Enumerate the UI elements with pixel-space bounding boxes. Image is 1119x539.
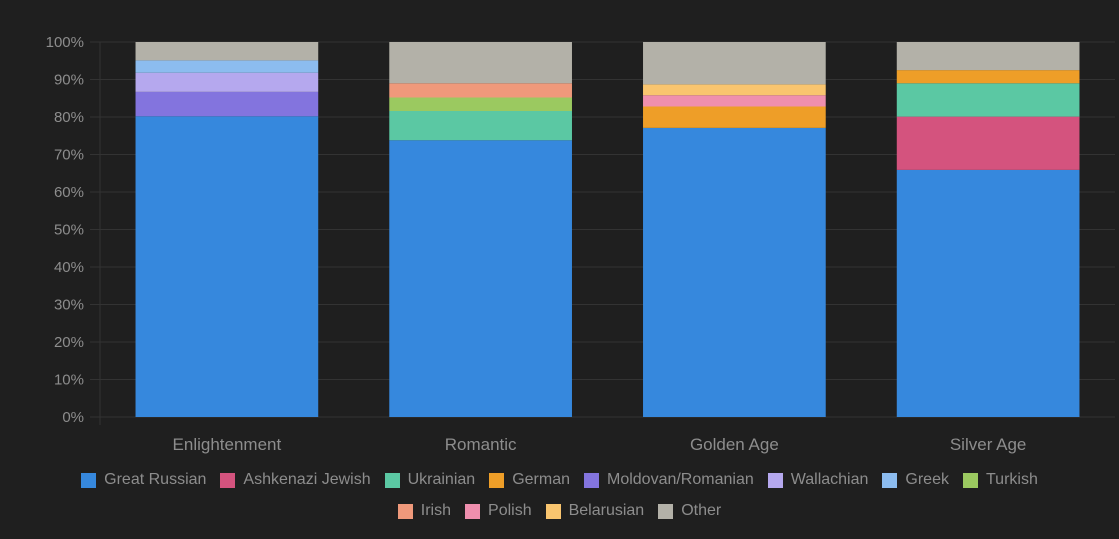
legend-label: Greek: [905, 471, 949, 488]
bar-segment: [643, 84, 826, 96]
legend-item[interactable]: Wallachian: [767, 469, 869, 491]
y-tick-label: 40%: [54, 259, 84, 276]
legend-label: Other: [681, 502, 722, 519]
legend-swatch: [962, 472, 978, 488]
legend-swatch: [767, 472, 783, 488]
x-tick-label: Romantic: [445, 435, 517, 454]
y-tick-label: 50%: [54, 222, 84, 239]
legend-label: Ukrainian: [407, 471, 476, 488]
legend-swatch: [583, 472, 599, 488]
legend-label: Irish: [420, 502, 452, 519]
y-tick-label: 0%: [62, 409, 84, 426]
bar-segment: [896, 169, 1080, 417]
legend-item[interactable]: Greek: [882, 469, 949, 491]
y-tick-label: 20%: [54, 334, 84, 351]
bar-segment: [896, 83, 1080, 117]
x-tick-label: Silver Age: [950, 435, 1027, 454]
legend-swatch: [658, 503, 674, 519]
legend-label: Belarusian: [568, 502, 645, 519]
bar-segment: [896, 70, 1080, 84]
legend-item[interactable]: Polish: [465, 500, 532, 522]
legend-item[interactable]: German: [489, 469, 570, 491]
legend-swatch: [220, 472, 236, 488]
legend-swatch: [545, 503, 561, 519]
legend-item[interactable]: Ukrainian: [384, 469, 476, 491]
bar-segment: [389, 111, 572, 141]
bar-segment: [389, 42, 572, 84]
legend-label: Turkish: [985, 471, 1038, 488]
legend-swatch: [465, 503, 481, 519]
y-tick-label: 60%: [54, 184, 84, 201]
legend-swatch: [397, 503, 413, 519]
bar-segment: [643, 42, 826, 85]
legend-item[interactable]: Other: [658, 500, 721, 522]
chart-plot: 0% 10% 20% 30% 40% 50% 60% 70% 80% 90% 100% Enlight…: [46, 34, 1115, 454]
x-tick-label: Enlightenment: [173, 435, 282, 454]
legend-item[interactable]: Great Russian: [81, 469, 206, 491]
legend-label: Polish: [488, 502, 532, 519]
y-tick-label: 30%: [54, 297, 84, 314]
legend-label: German: [512, 471, 570, 488]
bar-segment: [643, 106, 826, 128]
y-tick-label: 100%: [46, 34, 84, 51]
legend-label: Wallachian: [790, 471, 869, 488]
bar-segment: [135, 42, 319, 61]
y-tick-label: 80%: [54, 109, 84, 126]
y-tick-label: 90%: [54, 72, 84, 89]
legend-label: Ashkenazi Jewish: [243, 471, 371, 488]
legend-item[interactable]: Belarusian: [545, 500, 645, 522]
legend-label: Moldovan/Romanian: [606, 471, 754, 488]
bar-segment: [135, 72, 319, 92]
legend-swatch: [882, 472, 898, 488]
bar-segment: [135, 116, 319, 417]
bar-segment: [135, 91, 319, 117]
bar-segment: [389, 83, 572, 98]
legend-swatch: [81, 472, 97, 488]
y-tick-label: 10%: [54, 372, 84, 389]
legend-item[interactable]: Ashkenazi Jewish: [220, 469, 371, 491]
bar-segment: [643, 95, 826, 107]
bar-segment: [135, 60, 319, 73]
legend-swatch: [384, 472, 400, 488]
x-tick-label: Golden Age: [690, 435, 779, 454]
bar-segment: [896, 116, 1080, 170]
legend-item[interactable]: Moldovan/Romanian: [583, 469, 754, 491]
bar-segment: [389, 97, 572, 111]
legend-item[interactable]: Irish: [397, 500, 452, 522]
bar-segment: [896, 42, 1080, 71]
bar-segment: [643, 127, 826, 417]
y-tick-label: 70%: [54, 147, 84, 164]
chart-legend: Great Russian Ashkenazi Jewish Ukrainian Ge…: [0, 469, 1119, 522]
legend-label: Great Russian: [104, 471, 207, 488]
bar-segment: [389, 140, 572, 417]
legend-swatch: [489, 472, 505, 488]
legend-item[interactable]: Turkish: [962, 469, 1038, 491]
